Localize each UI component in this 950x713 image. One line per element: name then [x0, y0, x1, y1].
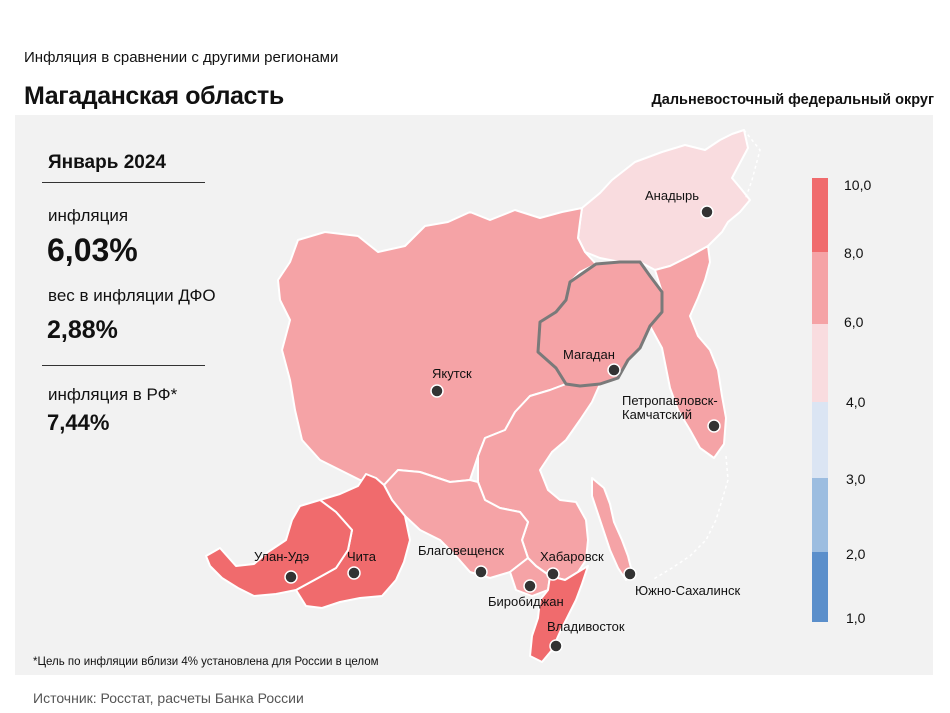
legend-label-10: 10,0: [844, 177, 872, 193]
city-marker-anadyr: [700, 205, 714, 219]
source-note: Источник: Росстат, расчеты Банка России: [33, 690, 304, 706]
district-title: Дальневосточный федеральный округ: [651, 92, 934, 108]
city-marker-yakutsk: [430, 384, 444, 398]
city-label-petropavlovsk-1: Петропавловск-: [622, 393, 718, 408]
city-marker-blagoveshchensk: [474, 565, 488, 579]
city-marker-magadan: [607, 363, 621, 377]
city-label-vladivostok: Владивосток: [547, 619, 625, 634]
weight-value: 2,88%: [47, 316, 118, 344]
city-label-yakutsk: Якутск: [432, 366, 472, 381]
city-label-anadyr: Анадырь: [645, 188, 699, 203]
city-label-blagoveshchensk: Благовещенск: [418, 543, 504, 558]
legend-band-2-3: [812, 478, 828, 552]
legend-label-4: 4,0: [846, 394, 866, 410]
city-label-khabarovsk: Хабаровск: [540, 549, 604, 564]
inflation-label: инфляция: [48, 206, 129, 225]
legend-label-8: 8,0: [844, 245, 864, 261]
city-label-chita: Чита: [347, 549, 377, 564]
city-label-petropavlovsk-2: Камчатский: [622, 407, 692, 422]
divider-bottom: [42, 365, 205, 366]
region-amur: [383, 469, 529, 579]
legend-label-2: 2,0: [846, 546, 866, 562]
city-label-birobidzhan: Биробиджан: [488, 594, 564, 609]
city-marker-khabarovsk: [546, 567, 560, 581]
inflation-value: 6,03%: [47, 232, 138, 268]
rf-inflation-label: инфляция в РФ*: [48, 385, 178, 404]
legend-band-3-4: [812, 402, 828, 478]
region-chukotka: [577, 129, 751, 271]
rf-inflation-value: 7,44%: [47, 410, 110, 435]
city-marker-yuzhno: [623, 567, 637, 581]
period-label: Январь 2024: [48, 152, 166, 173]
legend-band-8-10: [812, 178, 828, 252]
legend-label-1: 1,0: [846, 610, 866, 626]
divider-top: [42, 182, 205, 183]
legend-band-1-2: [812, 552, 828, 622]
legend-band-6-8: [812, 252, 828, 324]
chart-subtitle: Инфляция в сравнении с другими регионами: [24, 49, 339, 66]
city-marker-vladivostok: [549, 639, 563, 653]
city-marker-petropavlovsk: [707, 419, 721, 433]
weight-label: вес в инфляции ДФО: [48, 286, 216, 305]
legend-band-4-6: [812, 324, 828, 402]
legend-label-6: 6,0: [844, 314, 864, 330]
city-marker-chita: [347, 566, 361, 580]
city-label-magadan: Магадан: [563, 347, 615, 362]
coast-dashed-line: [651, 455, 729, 581]
city-marker-birobidzhan: [523, 579, 537, 593]
selected-region-outline: [536, 260, 664, 388]
region-title: Магаданская область: [24, 82, 284, 110]
city-marker-ulan-ude: [284, 570, 298, 584]
region-buryatia: [205, 499, 353, 597]
region-kamchatka: [649, 245, 727, 459]
coast-dashed-line-2: [743, 129, 761, 201]
city-label-ulan-ude: Улан-Удэ: [254, 549, 310, 564]
footnote: *Цель по инфляции вблизи 4% установлена …: [33, 656, 379, 668]
city-label-yuzhno: Южно-Сахалинск: [635, 583, 740, 598]
region-sakhalin: [591, 477, 633, 581]
legend-color-scale: [812, 178, 828, 622]
legend-label-3: 3,0: [846, 471, 866, 487]
